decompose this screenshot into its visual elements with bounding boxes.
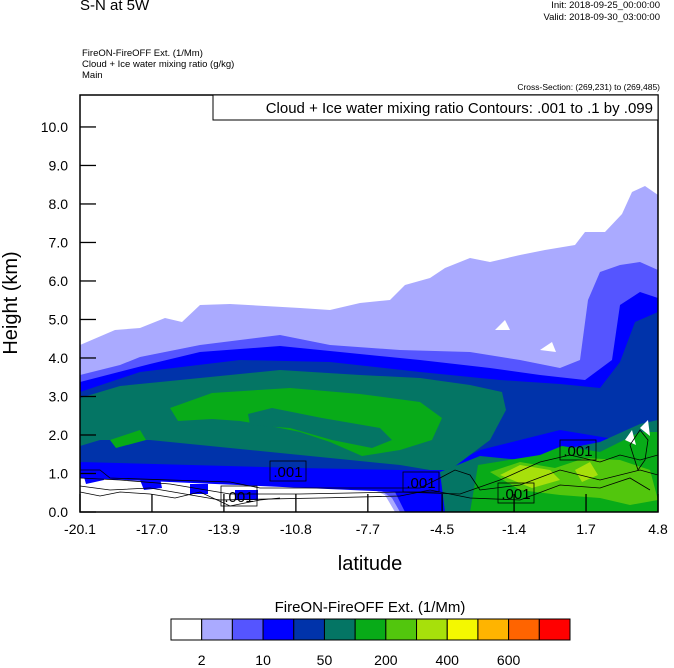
colorbar-box: [385, 618, 418, 641]
y-tick-label: 1.0: [49, 465, 69, 481]
contour-label: .001: [406, 475, 435, 492]
y-tick-label: 3.0: [49, 388, 69, 404]
x-tick-label: -7.7: [356, 521, 380, 537]
contour-label-box: [559, 439, 597, 461]
contour-info: Cloud + Ice water mixing ratio Contours:…: [266, 100, 653, 117]
colorbar-label: 400: [436, 652, 460, 668]
contour-fill-300-400: [500, 462, 598, 488]
contour-label-box: [220, 485, 258, 507]
y-tick-label: 7.0: [49, 234, 69, 250]
axes: -20.1 -17.0 -13.9 -10.8 -7.7 -4.5 -1.4 1.7 4.8 0.…: [41, 119, 668, 537]
y-tick-label: 5.0: [49, 311, 69, 327]
mixing-ratio-contours: [80, 429, 658, 507]
colorbar-box: [170, 618, 203, 641]
contour-label: .001: [273, 464, 302, 481]
cross-section-label: Cross-Section: (269,231) to (269,485): [517, 82, 660, 92]
y-tick-label: 4.0: [49, 350, 69, 366]
field-line: FireON-FireOFF Ext. (1/Mm): [82, 48, 203, 59]
filled-contours: [80, 186, 658, 512]
run-times: Init: 2018-09-25_00:00:00 Valid: 2018-09…: [543, 0, 660, 24]
x-tick-label: 1.7: [576, 521, 596, 537]
contour-fill-100-150: [248, 408, 392, 448]
x-tick-label: -20.1: [64, 521, 96, 537]
field-line: Main: [82, 70, 103, 81]
y-tick-label: 6.0: [49, 273, 69, 289]
y-tick-label: 8.0: [49, 196, 69, 212]
y-tick-label: 0.0: [49, 504, 69, 520]
colorbar-box: [231, 618, 264, 641]
y-tick-label: 9.0: [49, 157, 69, 173]
valid-time: Valid: 2018-09-30_03:00:00: [543, 12, 660, 23]
colorbar-box: [477, 618, 510, 641]
plot-title: S-N at 5W: [80, 0, 150, 14]
y-tick-label: 2.0: [49, 427, 69, 443]
colorbar-label: 2: [198, 652, 206, 668]
x-tick-label: -17.0: [136, 521, 168, 537]
init-time: Init: 2018-09-25_00:00:00: [551, 0, 660, 11]
colorbar-label: 200: [374, 652, 398, 668]
colorbar-box: [354, 618, 387, 641]
colorbar-box: [446, 618, 479, 641]
colorbar-box: [201, 618, 233, 641]
colorbar-box: [538, 618, 571, 641]
colorbar-box: [323, 618, 356, 641]
colorbar: 2 10 50 200 400 600: [170, 618, 571, 668]
contour-fill-blob: [82, 468, 258, 500]
field-line: Cloud + Ice water mixing ratio (g/kg): [82, 59, 235, 70]
colorbar-box: [508, 618, 540, 641]
contour-label: .001: [563, 443, 592, 460]
contour-label-box: [497, 482, 535, 504]
colorbar-box: [262, 618, 295, 641]
x-tick-label: 4.8: [648, 521, 668, 537]
contour-label: .001: [501, 486, 530, 503]
contour-info-box: [212, 94, 659, 121]
y-tick-label: 10.0: [41, 119, 68, 135]
colorbar-label: 50: [317, 652, 333, 668]
contour-fill-150-200: [110, 430, 146, 448]
x-axis-label: latitude: [338, 553, 403, 575]
x-tick-label: -10.8: [280, 521, 312, 537]
x-tick-label: -13.9: [208, 521, 240, 537]
colorbar-label: 10: [255, 652, 271, 668]
colorbar-title: FireON-FireOFF Ext. (1/Mm): [275, 599, 466, 616]
colorbar-label: 600: [497, 652, 521, 668]
contour-label-box: [402, 471, 440, 493]
colorbar-box: [293, 618, 325, 641]
x-tick-label: -1.4: [502, 521, 526, 537]
contour-label: .001: [224, 489, 253, 506]
field-descriptions: FireON-FireOFF Ext. (1/Mm) Cloud + Ice w…: [82, 48, 234, 81]
contour-labels: .001 .001 .001 .001 .001: [220, 439, 597, 507]
y-axis-label: Height (km): [0, 251, 22, 354]
x-tick-label: -4.5: [430, 521, 454, 537]
colorbar-box: [416, 618, 448, 641]
contour-label-box: [269, 460, 307, 482]
